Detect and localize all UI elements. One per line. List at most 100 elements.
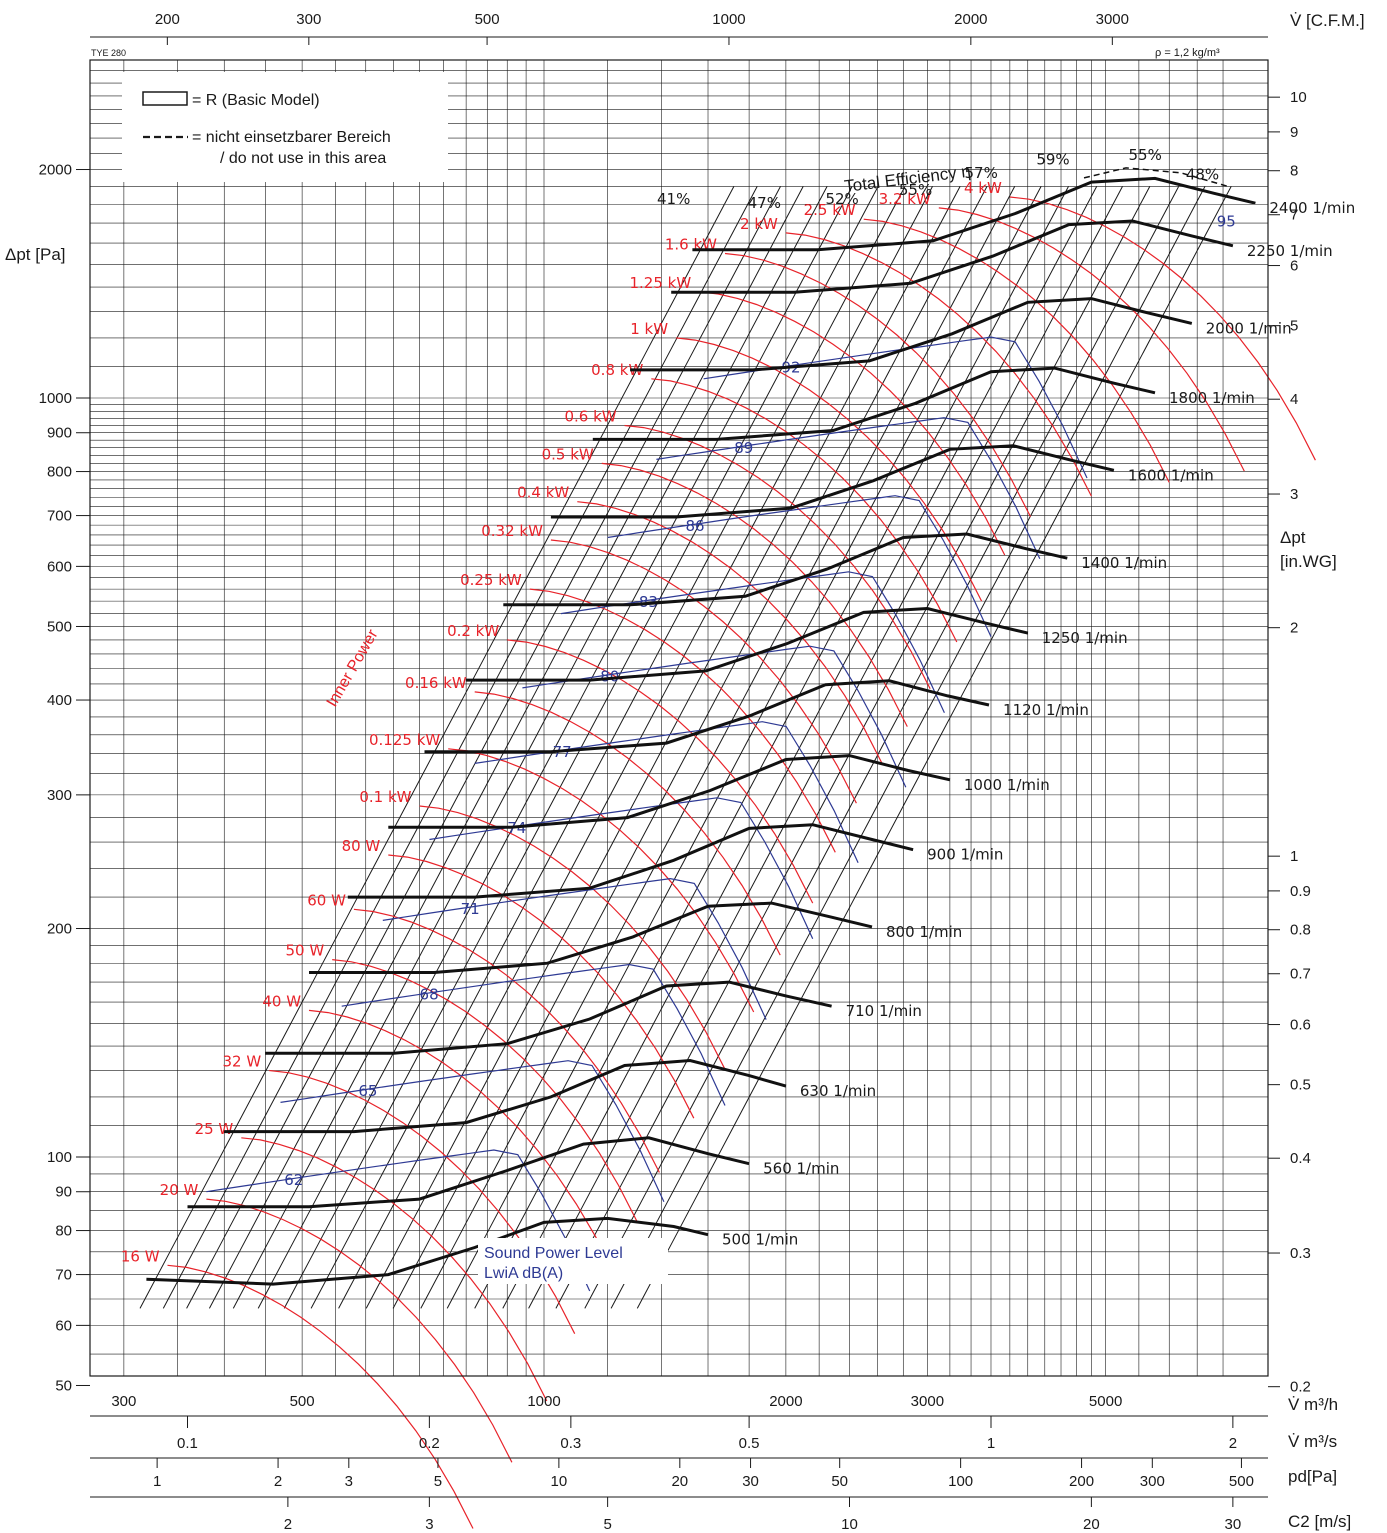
- power-label: 0.16 kW: [405, 674, 467, 692]
- system-line: [139, 186, 735, 1309]
- sound-label: 68: [420, 986, 439, 1004]
- plot-frame: [89, 59, 1269, 1377]
- diagonal-lines: [139, 186, 1232, 1309]
- power-label: 1 kW: [630, 320, 668, 338]
- top-tick-label: 3000: [1096, 11, 1129, 28]
- system-line: [474, 186, 1069, 1309]
- power-label: 0.5 kW: [542, 445, 594, 463]
- power-label: 80 W: [342, 837, 381, 855]
- density-note: ρ = 1,2 kg/m³: [1155, 47, 1220, 59]
- sound-label: 95: [1217, 212, 1236, 230]
- m3s-tick-label: 0.2: [419, 1435, 440, 1452]
- top-tick-label: 1000: [712, 11, 745, 28]
- sound-label: 80: [600, 667, 619, 685]
- power-label: 50 W: [286, 942, 325, 960]
- top-tick-label: 200: [155, 11, 180, 28]
- sound-curve: [382, 877, 767, 1020]
- speed-curve: [224, 1058, 787, 1134]
- power-curve: [332, 959, 639, 1224]
- system-line: [555, 186, 1151, 1309]
- power-curve: [676, 337, 983, 602]
- speed-label: 1000 1/min: [964, 776, 1050, 794]
- pd-tick-label: 10: [551, 1473, 568, 1490]
- m3s-tick-label: 0.5: [739, 1435, 760, 1452]
- pd-tick-label: 50: [831, 1473, 848, 1490]
- left-tick-label: 500: [47, 618, 72, 635]
- pd-tick-label: 500: [1229, 1473, 1254, 1490]
- efficiency-label: 59%: [1036, 151, 1069, 169]
- power-curve: [353, 908, 660, 1173]
- right-tick-label: 4: [1290, 391, 1298, 408]
- power-curve: [938, 207, 1245, 472]
- left-tick-label: 100: [47, 1149, 72, 1166]
- power-curve: [308, 1009, 616, 1274]
- system-line: [232, 186, 828, 1309]
- speed-label: 1600 1/min: [1128, 466, 1214, 484]
- top-tick-label: 2000: [954, 11, 987, 28]
- efficiency-label: 48%: [1186, 166, 1219, 184]
- c2-tick-label: 3: [425, 1516, 433, 1533]
- system-line: [186, 186, 781, 1309]
- power-curve: [529, 588, 836, 853]
- sound-label: 62: [284, 1171, 303, 1189]
- power-curve: [388, 854, 695, 1119]
- right-axis-title-1: Δpt: [1280, 528, 1306, 547]
- bottom-c2-title: C2 [m/s]: [1288, 1512, 1351, 1531]
- power-curve: [550, 539, 857, 804]
- bottom-m3h-label: 5000: [1089, 1393, 1122, 1410]
- right-tick-label: 10: [1290, 89, 1307, 106]
- system-line: [420, 186, 1016, 1309]
- system-line: [162, 186, 758, 1309]
- pd-tick-label: 100: [948, 1473, 973, 1490]
- system-line: [446, 186, 1042, 1309]
- power-label: 4 kW: [964, 179, 1002, 197]
- efficiency-label: 52%: [825, 190, 858, 208]
- speed-label: 2000 1/min: [1206, 319, 1292, 337]
- m3s-tick-label: 1: [987, 1435, 995, 1452]
- left-axis-title: Δpt [Pa]: [5, 245, 66, 264]
- sound-title-1: Sound Power Level: [484, 1245, 623, 1262]
- bottom-m3h-label: 2000: [769, 1393, 802, 1410]
- right-tick-label: 0.3: [1290, 1245, 1311, 1262]
- pd-tick-label: 2: [274, 1473, 282, 1490]
- axis-ticks: 5060708090100200300400500600700800900100…: [39, 11, 1311, 1533]
- left-tick-label: 800: [47, 464, 72, 481]
- legend-dashed-text-2: / do not use in this area: [220, 150, 386, 167]
- left-tick-label: 400: [47, 692, 72, 709]
- system-line: [257, 186, 853, 1309]
- sound-curve: [607, 495, 992, 637]
- bottom-m3h-label: 500: [290, 1393, 315, 1410]
- sound-curve: [429, 797, 814, 940]
- system-line: [338, 186, 933, 1309]
- right-tick-label: 0.8: [1290, 922, 1311, 939]
- power-curve: [206, 1198, 513, 1463]
- right-tick-label: 0.9: [1290, 883, 1311, 900]
- power-curve: [507, 639, 814, 904]
- power-curve: [624, 424, 931, 689]
- m3s-tick-label: 2: [1229, 1435, 1237, 1452]
- speed-curve: [550, 444, 1115, 519]
- system-line: [502, 186, 1098, 1309]
- right-tick-label: 8: [1290, 163, 1298, 180]
- efficiency-label: 55%: [899, 181, 932, 199]
- m3s-tick-label: 0.3: [560, 1435, 581, 1452]
- sound-curve: [341, 963, 726, 1106]
- speed-label: 900 1/min: [927, 846, 1003, 864]
- sound-title-2: LwiA dB(A): [484, 1265, 563, 1282]
- right-tick-label: 5: [1290, 318, 1298, 335]
- left-tick-label: 2000: [39, 162, 72, 179]
- sound-curve: [206, 1149, 591, 1292]
- legend-background: [122, 72, 448, 182]
- system-line: [610, 186, 1206, 1309]
- speed-curve: [503, 532, 1068, 607]
- right-tick-label: 2: [1290, 620, 1298, 637]
- speed-label: 2400 1/min: [1269, 199, 1355, 217]
- power-label: 0.32 kW: [481, 522, 543, 540]
- system-line: [392, 186, 988, 1309]
- efficiency-label: 41%: [657, 190, 690, 208]
- bottom-m3h-label: 3000: [911, 1393, 944, 1410]
- left-tick-label: 200: [47, 921, 72, 938]
- system-line: [528, 186, 1123, 1309]
- left-tick-label: 600: [47, 558, 72, 575]
